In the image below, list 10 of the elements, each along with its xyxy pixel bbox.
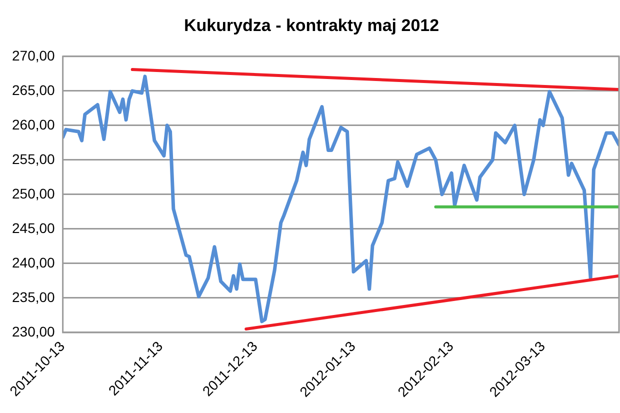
y-tick-label: 260,00: [12, 116, 56, 132]
y-tick-label: 245,00: [12, 220, 56, 236]
chart-title: Kukurydza - kontrakty maj 2012: [184, 16, 440, 35]
y-tick-label: 240,00: [12, 254, 56, 270]
y-tick-label: 230,00: [12, 323, 56, 340]
y-tick-label: 265,00: [12, 82, 56, 98]
y-tick-label: 250,00: [12, 185, 56, 202]
y-tick-label: 270,00: [12, 47, 56, 64]
y-tick-label: 255,00: [12, 150, 56, 167]
y-tick-label: 235,00: [12, 288, 56, 305]
